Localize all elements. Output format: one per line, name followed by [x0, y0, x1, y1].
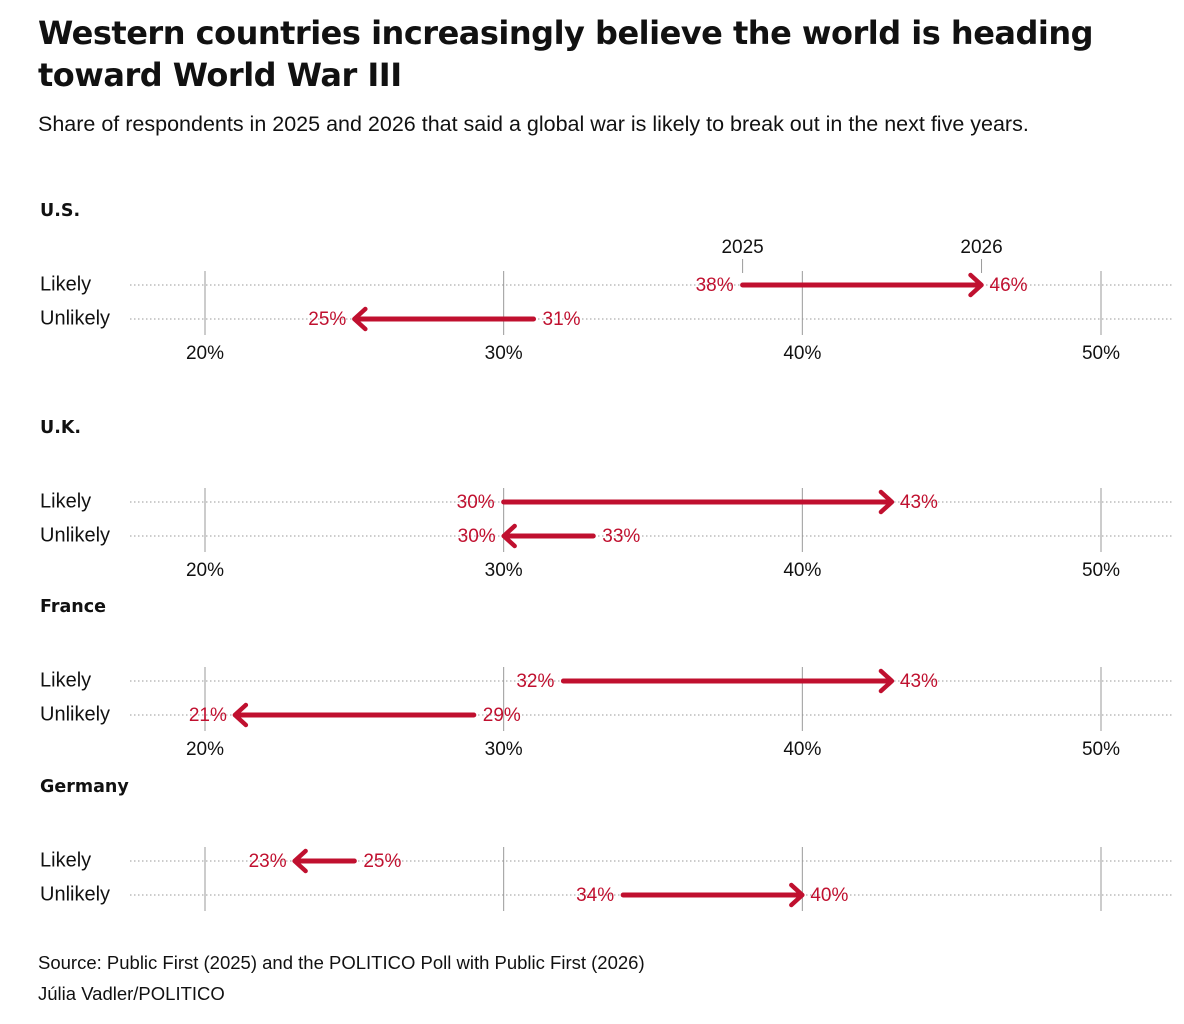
- chart-subtitle: Share of respondents in 2025 and 2026 th…: [38, 112, 1029, 136]
- x-tick-label: 30%: [485, 919, 523, 920]
- x-tick-label: 40%: [783, 343, 821, 364]
- row-label: Likely: [40, 669, 91, 691]
- arrow-head: [352, 306, 368, 332]
- country-label: U.S.: [40, 201, 80, 221]
- value-label-2025: 30%: [457, 492, 495, 513]
- arrow-head: [292, 848, 308, 874]
- value-label-2026: 43%: [900, 671, 938, 692]
- arrow-head: [968, 272, 984, 298]
- arrow-head: [501, 523, 517, 549]
- country-label: U.K.: [40, 418, 81, 438]
- x-tick-label: 50%: [1082, 739, 1120, 760]
- x-tick-label: 30%: [485, 739, 523, 760]
- x-tick-label: 50%: [1082, 919, 1120, 920]
- value-label-2026: 43%: [900, 492, 938, 513]
- arrow-head: [878, 668, 895, 694]
- x-tick-label: 40%: [783, 919, 821, 920]
- value-label-2026: 46%: [990, 275, 1028, 296]
- value-label-2025: 34%: [576, 885, 614, 906]
- value-label-2026: 23%: [249, 851, 287, 872]
- row-label: Unlikely: [40, 307, 110, 329]
- row-label: Unlikely: [40, 703, 110, 725]
- value-label-2025: 31%: [543, 309, 581, 330]
- year-label-2025: 2025: [721, 237, 763, 258]
- x-tick-label: 40%: [783, 560, 821, 581]
- chart-title: Western countries increasingly believe t…: [38, 14, 1094, 94]
- source-note: Source: Public First (2025) and the POLI…: [38, 952, 645, 973]
- row-label: Likely: [40, 273, 91, 295]
- x-tick-label: 30%: [485, 560, 523, 581]
- value-label-2025: 32%: [516, 671, 554, 692]
- x-tick-label: 20%: [186, 919, 224, 920]
- value-label-2025: 29%: [483, 705, 521, 726]
- x-tick-label: 20%: [186, 739, 224, 760]
- x-tick-label: 40%: [783, 739, 821, 760]
- arrow-head: [789, 882, 805, 908]
- country-label: Germany: [40, 777, 129, 797]
- arrow-head: [232, 702, 249, 728]
- x-tick-label: 20%: [186, 343, 224, 364]
- row-label: Unlikely: [40, 883, 110, 905]
- value-label-2026: 25%: [308, 309, 346, 330]
- row-label: Likely: [40, 849, 91, 871]
- value-label-2026: 30%: [458, 526, 496, 547]
- value-label-2025: 38%: [696, 275, 734, 296]
- row-label: Likely: [40, 490, 91, 512]
- credit-note: Júlia Vadler/POLITICO: [38, 983, 225, 1004]
- country-label: France: [40, 597, 106, 617]
- year-label-2026: 2026: [960, 237, 1002, 258]
- value-label-2025: 33%: [602, 526, 640, 547]
- x-tick-label: 20%: [186, 560, 224, 581]
- value-label-2026: 21%: [189, 705, 227, 726]
- x-tick-label: 50%: [1082, 560, 1120, 581]
- value-label-2026: 40%: [810, 885, 848, 906]
- x-tick-label: 50%: [1082, 343, 1120, 364]
- dumbbell-arrow-chart: U.S. Likely Unlikely 38% 46% 31% 25% 2025 2026 20…: [40, 201, 1172, 920]
- row-label: Unlikely: [40, 524, 110, 546]
- arrow-head: [878, 489, 895, 515]
- x-tick-label: 30%: [485, 343, 523, 364]
- value-label-2025: 25%: [363, 851, 401, 872]
